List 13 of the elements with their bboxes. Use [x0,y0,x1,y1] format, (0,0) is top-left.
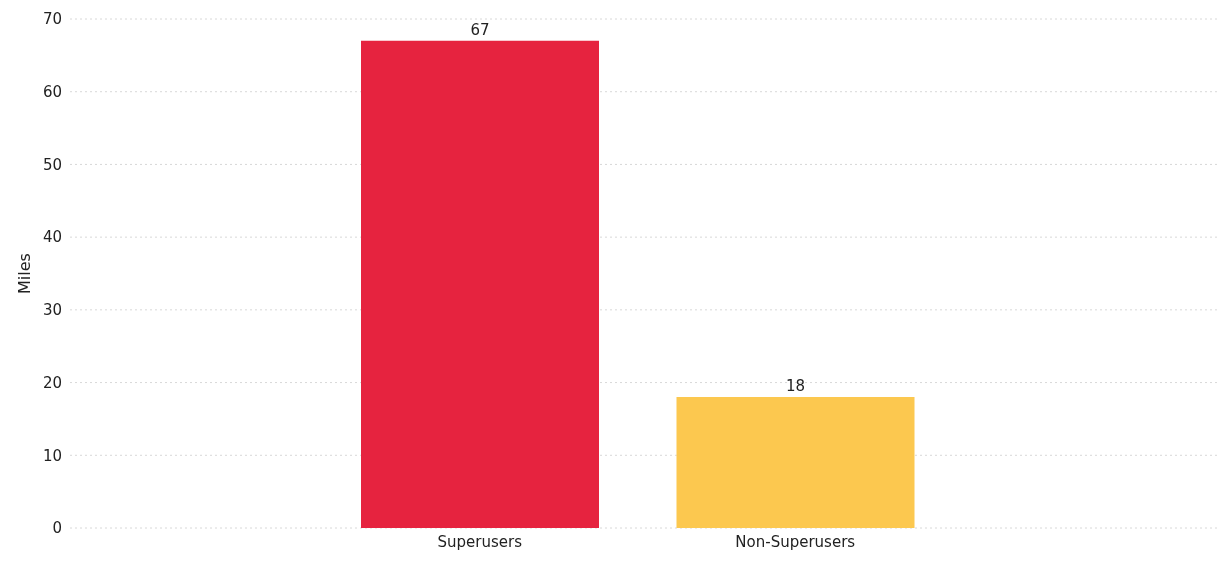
y-tick-label: 20 [42,373,62,392]
y-tick-label: 70 [42,10,62,29]
y-tick-label: 40 [42,228,62,247]
data-label: 67 [470,20,490,39]
data-label: 18 [785,377,806,396]
y-axis-title: Miles [14,253,34,294]
y-tick-label: 60 [42,83,62,102]
x-tick-label: Superusers [437,532,523,551]
x-tick-label: Non-Superusers [735,532,856,551]
y-tick-label: 30 [42,301,62,320]
y-tick-label: 0 [52,519,62,538]
y-tick-label: 50 [42,155,62,174]
y-tick-label: 10 [42,446,62,465]
